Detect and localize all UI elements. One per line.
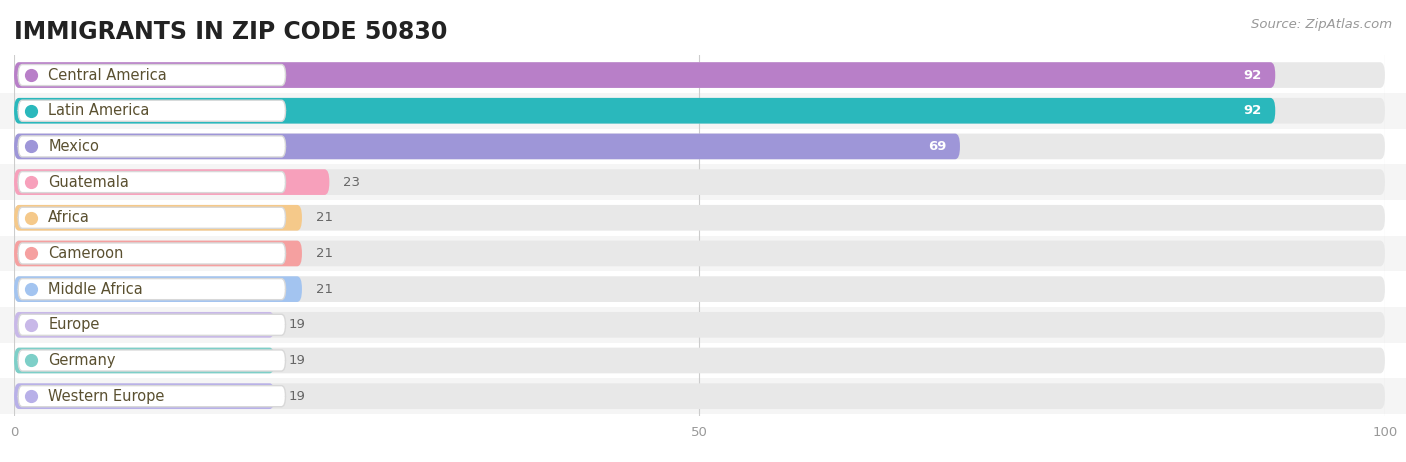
Text: IMMIGRANTS IN ZIP CODE 50830: IMMIGRANTS IN ZIP CODE 50830 xyxy=(14,20,447,44)
FancyBboxPatch shape xyxy=(18,279,285,300)
FancyBboxPatch shape xyxy=(14,276,302,302)
Text: Western Europe: Western Europe xyxy=(48,389,165,404)
Text: Source: ZipAtlas.com: Source: ZipAtlas.com xyxy=(1251,18,1392,31)
FancyBboxPatch shape xyxy=(14,312,274,338)
Text: 69: 69 xyxy=(928,140,946,153)
FancyBboxPatch shape xyxy=(18,207,285,228)
FancyBboxPatch shape xyxy=(14,169,1385,195)
FancyBboxPatch shape xyxy=(14,276,1385,302)
FancyBboxPatch shape xyxy=(0,236,1406,271)
FancyBboxPatch shape xyxy=(14,347,1385,373)
FancyBboxPatch shape xyxy=(14,383,1385,409)
FancyBboxPatch shape xyxy=(14,62,1385,88)
Text: 23: 23 xyxy=(343,176,360,188)
Text: Europe: Europe xyxy=(48,317,100,332)
Text: Germany: Germany xyxy=(48,353,115,368)
FancyBboxPatch shape xyxy=(18,386,285,407)
Text: 21: 21 xyxy=(315,211,333,224)
Text: Mexico: Mexico xyxy=(48,139,100,154)
FancyBboxPatch shape xyxy=(14,98,1385,124)
Text: Africa: Africa xyxy=(48,210,90,225)
FancyBboxPatch shape xyxy=(18,350,285,371)
FancyBboxPatch shape xyxy=(18,100,285,122)
Text: Central America: Central America xyxy=(48,67,167,83)
FancyBboxPatch shape xyxy=(0,307,1406,343)
Text: 21: 21 xyxy=(315,283,333,296)
FancyBboxPatch shape xyxy=(0,343,1406,378)
Text: 92: 92 xyxy=(1243,104,1261,117)
Text: Cameroon: Cameroon xyxy=(48,246,124,261)
FancyBboxPatch shape xyxy=(0,164,1406,200)
Text: Middle Africa: Middle Africa xyxy=(48,282,143,297)
Text: Guatemala: Guatemala xyxy=(48,175,129,189)
Text: 92: 92 xyxy=(1243,68,1261,82)
FancyBboxPatch shape xyxy=(14,347,274,373)
FancyBboxPatch shape xyxy=(14,205,1385,231)
FancyBboxPatch shape xyxy=(14,312,1385,338)
FancyBboxPatch shape xyxy=(14,169,329,195)
FancyBboxPatch shape xyxy=(14,205,302,231)
FancyBboxPatch shape xyxy=(18,243,285,264)
FancyBboxPatch shape xyxy=(14,383,274,409)
FancyBboxPatch shape xyxy=(18,136,285,157)
FancyBboxPatch shape xyxy=(0,57,1406,93)
FancyBboxPatch shape xyxy=(18,171,285,193)
Text: 21: 21 xyxy=(315,247,333,260)
FancyBboxPatch shape xyxy=(14,241,302,266)
Text: Latin America: Latin America xyxy=(48,103,149,118)
Text: 19: 19 xyxy=(288,354,305,367)
FancyBboxPatch shape xyxy=(0,378,1406,414)
FancyBboxPatch shape xyxy=(14,98,1275,124)
FancyBboxPatch shape xyxy=(14,62,1275,88)
FancyBboxPatch shape xyxy=(18,314,285,335)
FancyBboxPatch shape xyxy=(0,93,1406,128)
FancyBboxPatch shape xyxy=(0,128,1406,164)
FancyBboxPatch shape xyxy=(14,134,1385,159)
FancyBboxPatch shape xyxy=(0,200,1406,236)
FancyBboxPatch shape xyxy=(18,65,285,85)
FancyBboxPatch shape xyxy=(14,134,960,159)
FancyBboxPatch shape xyxy=(14,241,1385,266)
Text: 19: 19 xyxy=(288,389,305,403)
Text: 19: 19 xyxy=(288,318,305,331)
FancyBboxPatch shape xyxy=(0,271,1406,307)
